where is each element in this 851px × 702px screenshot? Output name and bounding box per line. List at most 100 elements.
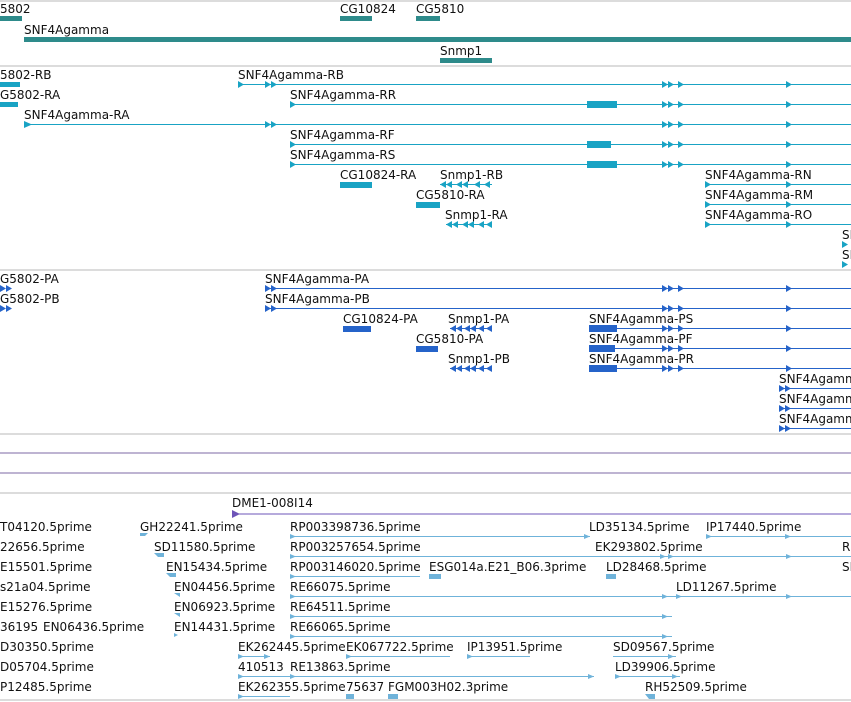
transcript-feature[interactable] [842,261,848,268]
protein-feature[interactable] [450,325,492,332]
est-label: IP13951.5prime [467,640,562,654]
protein-label: Snmp1-PB [448,352,510,366]
protein-feature[interactable] [265,305,851,312]
protein-feature[interactable] [265,285,851,292]
gene-feature[interactable] [24,37,851,42]
transcript-feature[interactable] [842,241,848,248]
est-label: RP003257654.5prime [290,540,421,554]
transcript-feature[interactable] [290,101,851,108]
est-feature[interactable] [606,574,616,579]
est-label: EK262355.5prime [238,680,346,694]
protein-label: SNF4Agamm [779,372,851,386]
est-label: LD39906.5prime [615,660,716,674]
est-label: R [842,540,850,554]
protein-feature[interactable] [450,365,492,372]
transcript-feature[interactable] [340,182,372,188]
est-feature[interactable] [645,694,655,699]
transcript-label: 5802-RB [0,68,51,82]
est-feature[interactable] [706,534,851,539]
protein-feature[interactable] [343,326,371,332]
est-feature[interactable] [174,613,180,617]
protein-label: G5802-PA [0,272,60,286]
protein-label: SNF4Agamma-PA [265,272,370,286]
est-feature[interactable] [595,554,851,559]
est-label: RP003146020.5prime [290,560,421,574]
transcript-feature[interactable] [24,121,851,128]
est-label: IP17440.5prime [706,520,801,534]
gene-label: CG5810 [416,2,464,16]
protein-label: SNF4Agamma-PF [589,332,693,346]
est-feature[interactable] [238,654,270,659]
gene-feature[interactable] [0,16,22,21]
transcript-label: SNF4Agamma-RN [705,168,812,182]
gene-feature[interactable] [340,16,372,21]
protein-label: SNF4Agamm [779,412,851,426]
transcript-feature[interactable] [440,181,492,188]
est-label: EK067722.5prime [346,640,454,654]
protein-label: Snmp1-PA [448,312,510,326]
est-feature[interactable] [613,654,676,659]
clone-feature[interactable] [232,510,851,518]
est-feature[interactable] [154,553,164,557]
transcript-feature[interactable] [705,181,851,188]
est-label: RP003398736.5prime [290,520,421,534]
est-feature[interactable] [290,574,420,579]
est-label: LD11267.5prime [676,580,777,594]
gene-feature[interactable] [440,58,492,63]
est-label: P12485.5prime [0,680,92,694]
est-label: RE66065.5prime [290,620,391,634]
transcript-feature[interactable] [705,201,851,208]
protein-feature[interactable] [0,305,12,312]
est-feature[interactable] [346,654,450,659]
transcript-feature[interactable] [238,81,851,88]
est-feature[interactable] [166,573,176,577]
est-feature[interactable] [174,593,180,597]
transcript-feature[interactable] [290,141,851,148]
est-feature[interactable] [290,554,598,559]
transcript-feature[interactable] [0,82,20,87]
est-label: T04120.5prime [0,520,92,534]
transcript-label: SNF4Agamma-RR [290,88,396,102]
protein-feature[interactable] [416,346,438,352]
est-feature[interactable] [238,674,290,679]
transcript-feature[interactable] [705,221,851,228]
est-feature[interactable] [290,534,590,539]
est-label: SD09567.5prime [613,640,714,654]
transcript-label: SI [842,228,851,242]
est-feature[interactable] [290,674,594,679]
protein-feature[interactable] [589,365,851,372]
est-feature[interactable] [388,694,398,699]
protein-feature[interactable] [589,325,851,332]
protein-feature[interactable] [779,425,851,432]
transcript-feature[interactable] [446,221,492,228]
transcript-feature[interactable] [290,161,851,168]
est-feature[interactable] [238,694,290,699]
est-label: SD11580.5prime [154,540,255,554]
est-label: EN04456.5prime [174,580,275,594]
protein-feature[interactable] [0,285,12,292]
est-feature[interactable] [174,633,178,637]
est-feature[interactable] [429,574,441,579]
est-label: EN06923.5prime [174,600,275,614]
gene-feature[interactable] [416,16,440,21]
transcript-label: SNF4Agamma-RO [705,208,812,222]
protein-feature[interactable] [779,405,851,412]
est-label: 22656.5prime [0,540,85,554]
transcript-feature[interactable] [416,202,440,208]
est-label: EK262445.5prime [238,640,346,654]
transcript-label: SNF4Agamma-RA [24,108,130,122]
est-feature[interactable] [615,674,680,679]
est-label: SI [842,560,851,574]
protein-feature[interactable] [589,345,851,352]
est-label: RE64511.5prime [290,600,391,614]
est-feature[interactable] [290,594,851,599]
protein-feature[interactable] [779,385,851,392]
est-feature[interactable] [290,634,672,639]
est-feature[interactable] [140,533,148,536]
est-feature[interactable] [346,694,354,699]
transcript-feature[interactable] [0,102,18,107]
est-feature[interactable] [290,614,672,619]
est-feature[interactable] [467,654,530,659]
transcript-label: SNF4Agamma-RB [238,68,344,82]
